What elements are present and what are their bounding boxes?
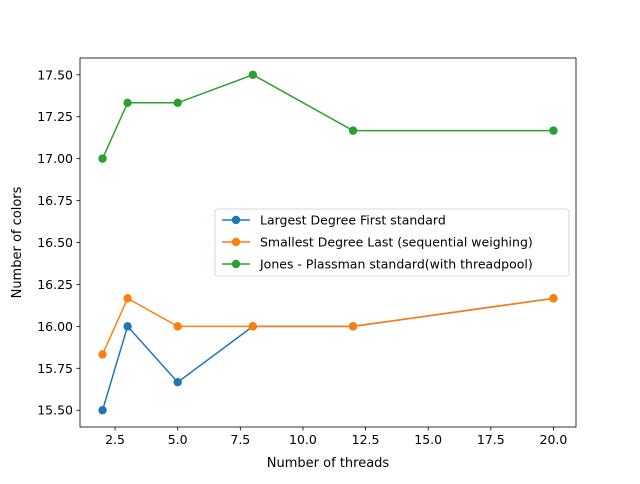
data-point-s2-1 (98, 350, 107, 359)
legend-label-3: Jones - Plassman standard(with threadpoo… (259, 257, 533, 272)
y-tick-label: 17.25 (37, 109, 73, 124)
x-tick-label: 12.5 (352, 432, 380, 447)
y-tick-label: 16.75 (37, 193, 73, 208)
legend-marker-1 (231, 215, 241, 225)
plot-area (98, 70, 558, 415)
data-point-s3-5 (348, 126, 358, 135)
x-tick-label: 17.5 (477, 432, 505, 447)
x-tick-label: 5.0 (168, 432, 188, 447)
axes: 2.5 5.0 7.5 10.0 12.5 15.0 17.5 20.0 15.50 15.75 1… (37, 57, 577, 447)
data-point-s3-1 (98, 154, 107, 163)
data-point-s1-1 (98, 406, 107, 415)
x-tick-label: 20.0 (540, 432, 568, 447)
data-point-s3-4 (248, 70, 258, 79)
y-tick-label: 17.50 (37, 67, 73, 82)
y-axis-title: Number of colors (10, 186, 25, 298)
legend-box (214, 208, 570, 277)
x-tick-label: 2.5 (105, 432, 125, 447)
x-tick-label: 10.0 (289, 432, 317, 447)
y-tick-label: 17.00 (37, 151, 73, 166)
data-point-s3-6 (549, 126, 558, 135)
series-line-3 (101, 74, 554, 159)
y-tick-label: 16.50 (37, 235, 73, 250)
data-point-s2-6 (549, 294, 558, 303)
y-tick-label: 16.00 (37, 319, 73, 334)
data-point-s2-3 (173, 322, 182, 331)
data-point-s3-3 (173, 98, 182, 107)
x-tick-label: 15.0 (414, 432, 442, 447)
legend: Largest Degree First standard Smallest De… (214, 208, 570, 277)
legend-label-1: Largest Degree First standard (260, 213, 446, 228)
y-tick-label: 15.50 (37, 403, 73, 418)
data-point-s2-5 (348, 322, 358, 331)
data-point-s2-2 (123, 294, 132, 303)
data-point-s2-4 (248, 322, 258, 331)
y-tick-label: 15.75 (37, 361, 73, 376)
legend-label-2: Smallest Degree Last (sequential weighin… (260, 235, 533, 250)
y-tick-label: 16.25 (37, 277, 73, 292)
legend-marker-2 (231, 237, 241, 247)
data-point-s1-3 (173, 378, 182, 387)
x-axis-title: Number of threads (267, 456, 390, 471)
data-point-s1-2 (123, 322, 132, 331)
legend-marker-3 (231, 259, 241, 269)
series-line-2 (101, 297, 554, 355)
data-point-s3-2 (123, 98, 132, 107)
x-tick-label: 7.5 (230, 432, 250, 447)
